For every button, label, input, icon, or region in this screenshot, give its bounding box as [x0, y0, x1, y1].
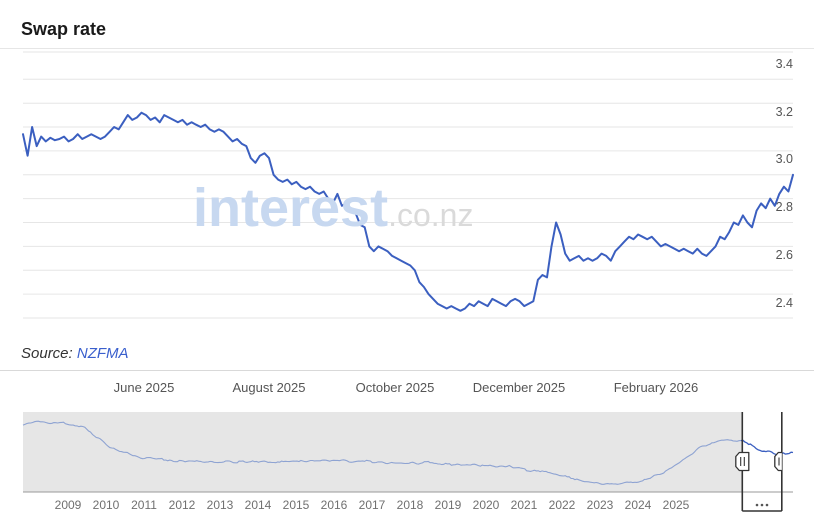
svg-text:2015: 2015: [283, 498, 310, 512]
svg-text:2017: 2017: [359, 498, 386, 512]
svg-text:2019: 2019: [435, 498, 462, 512]
svg-text:2009: 2009: [55, 498, 82, 512]
svg-text:2010: 2010: [93, 498, 120, 512]
svg-text:2025: 2025: [663, 498, 690, 512]
svg-text:2024: 2024: [625, 498, 652, 512]
svg-text:2020: 2020: [473, 498, 500, 512]
svg-text:2011: 2011: [131, 498, 157, 512]
svg-text:2018: 2018: [397, 498, 424, 512]
svg-text:2016: 2016: [321, 498, 348, 512]
svg-text:2014: 2014: [245, 498, 272, 512]
svg-text:2012: 2012: [169, 498, 196, 512]
svg-text:2022: 2022: [549, 498, 576, 512]
svg-text:2021: 2021: [511, 498, 538, 512]
svg-text:2013: 2013: [207, 498, 234, 512]
svg-text:2023: 2023: [587, 498, 614, 512]
